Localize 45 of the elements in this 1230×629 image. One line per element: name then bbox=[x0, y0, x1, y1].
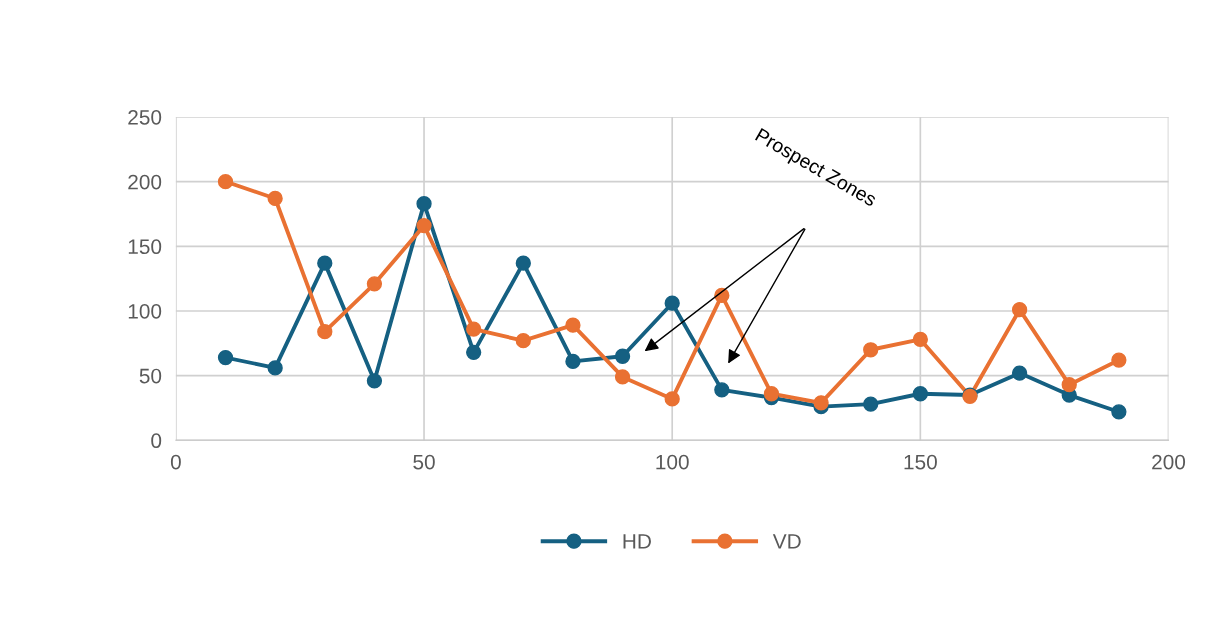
point bbox=[763, 386, 780, 402]
y-tick-label: 50 bbox=[139, 368, 162, 384]
point bbox=[267, 360, 283, 376]
point bbox=[416, 217, 432, 234]
point bbox=[366, 373, 383, 389]
point bbox=[1011, 365, 1028, 381]
point bbox=[565, 317, 581, 333]
y-tick-label: 200 bbox=[128, 174, 162, 190]
x-tick-label: 150 bbox=[904, 454, 937, 470]
x-tick-label: 50 bbox=[413, 454, 435, 470]
point bbox=[366, 276, 383, 292]
point bbox=[217, 349, 234, 366]
point bbox=[912, 331, 928, 348]
y-tick-label: 0 bbox=[151, 433, 162, 449]
point bbox=[466, 321, 482, 337]
point bbox=[515, 255, 531, 271]
point bbox=[416, 196, 432, 212]
point bbox=[912, 386, 928, 402]
y-tick-label: 150 bbox=[128, 239, 162, 255]
legend-label: VD bbox=[772, 534, 801, 549]
x-tick-label: 100 bbox=[656, 454, 689, 470]
point bbox=[1011, 302, 1028, 318]
point bbox=[267, 190, 283, 207]
point bbox=[614, 348, 631, 364]
y-tick-label: 100 bbox=[128, 303, 162, 319]
point bbox=[1061, 377, 1077, 393]
point bbox=[565, 353, 581, 370]
legend-label: HD bbox=[623, 534, 651, 549]
point bbox=[317, 255, 333, 271]
point bbox=[664, 391, 680, 407]
point bbox=[466, 344, 482, 361]
point bbox=[863, 396, 879, 412]
point bbox=[863, 342, 879, 358]
y-tick-label: 250 bbox=[128, 110, 162, 125]
x-tick-label: 200 bbox=[1152, 454, 1186, 470]
point bbox=[317, 324, 333, 340]
point bbox=[664, 295, 680, 311]
point bbox=[813, 395, 829, 411]
point bbox=[515, 333, 531, 349]
point bbox=[1111, 352, 1127, 368]
point bbox=[1111, 404, 1127, 420]
point bbox=[714, 382, 730, 398]
point bbox=[614, 369, 631, 385]
point bbox=[217, 174, 234, 190]
x-tick-label: 0 bbox=[170, 454, 181, 470]
